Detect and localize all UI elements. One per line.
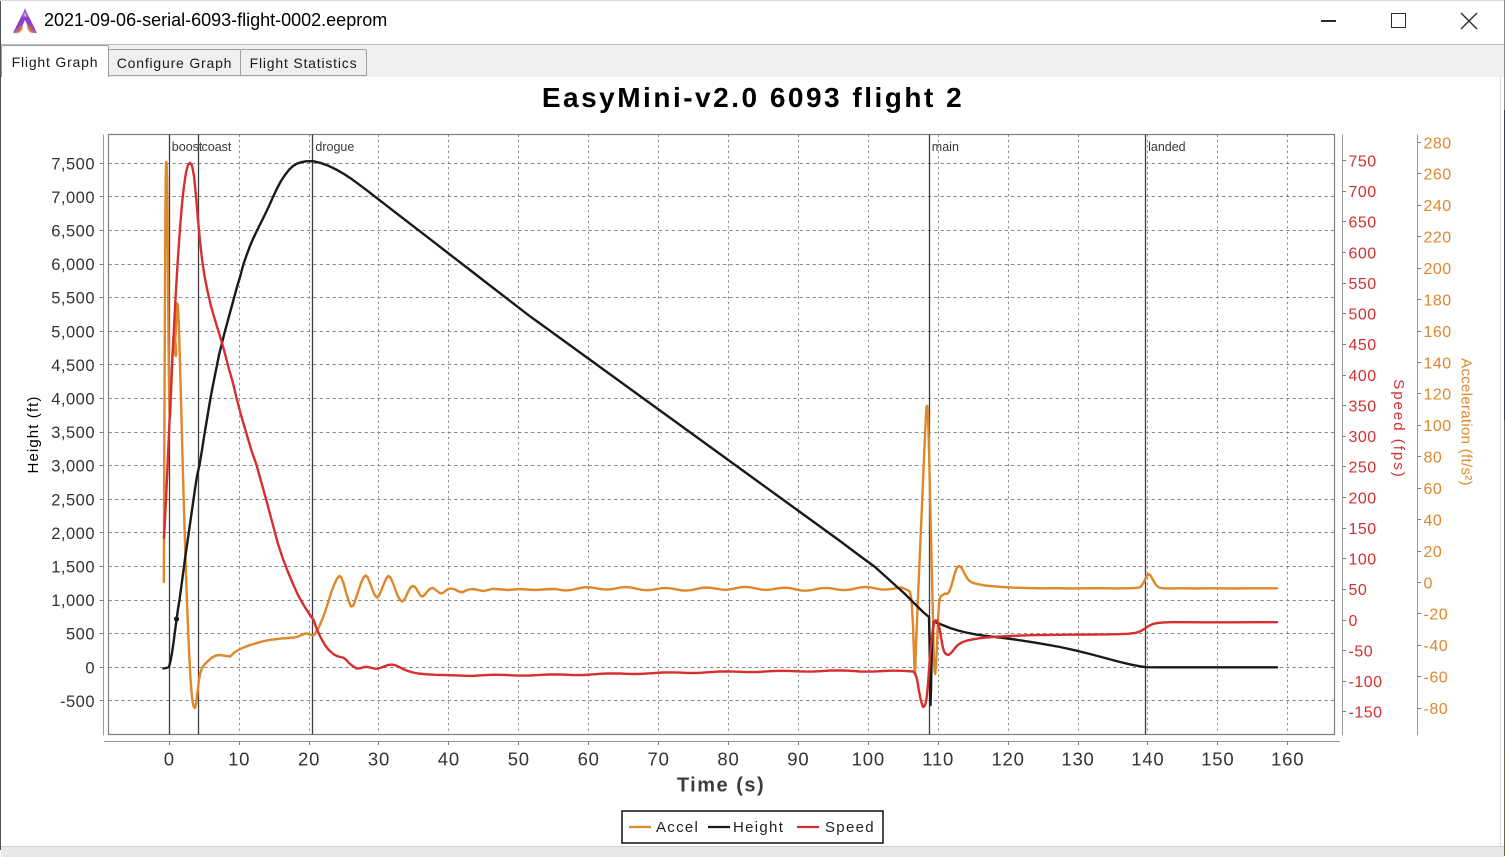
svg-text:140: 140 [1131, 749, 1164, 770]
svg-text:6,000: 6,000 [51, 256, 95, 274]
svg-text:-100: -100 [1349, 674, 1383, 691]
svg-text:500: 500 [66, 626, 95, 644]
svg-text:1,500: 1,500 [51, 559, 95, 577]
svg-text:650: 650 [1349, 215, 1377, 232]
svg-text:30: 30 [368, 749, 390, 770]
svg-text:Time (s): Time (s) [677, 775, 765, 797]
svg-text:70: 70 [648, 749, 670, 770]
svg-text:main: main [932, 140, 959, 154]
svg-text:90: 90 [787, 749, 809, 770]
svg-text:landed: landed [1148, 140, 1186, 154]
svg-text:0: 0 [85, 659, 95, 677]
svg-text:4,500: 4,500 [51, 357, 95, 375]
svg-text:Speed (fps): Speed (fps) [1390, 379, 1407, 479]
svg-text:7,000: 7,000 [51, 189, 95, 207]
svg-text:100: 100 [852, 749, 885, 770]
svg-text:0: 0 [1349, 613, 1358, 630]
svg-text:-60: -60 [1424, 670, 1449, 687]
svg-text:120: 120 [1424, 387, 1452, 404]
svg-text:60: 60 [1424, 481, 1443, 498]
svg-text:350: 350 [1349, 399, 1377, 416]
svg-text:7,500: 7,500 [51, 155, 95, 173]
svg-text:20: 20 [1424, 544, 1443, 561]
svg-text:Accel: Accel [656, 819, 699, 836]
svg-text:240: 240 [1424, 198, 1452, 215]
svg-text:-20: -20 [1424, 607, 1449, 624]
svg-text:4,000: 4,000 [51, 391, 95, 409]
svg-text:110: 110 [922, 749, 954, 770]
svg-text:750: 750 [1349, 154, 1377, 171]
svg-text:40: 40 [438, 749, 460, 770]
svg-text:120: 120 [991, 749, 1024, 770]
svg-text:drogue: drogue [315, 140, 354, 154]
svg-text:280: 280 [1424, 135, 1452, 152]
svg-text:150: 150 [1201, 749, 1234, 770]
svg-text:450: 450 [1349, 337, 1377, 354]
svg-text:250: 250 [1349, 460, 1377, 477]
svg-text:160: 160 [1271, 749, 1304, 770]
svg-text:2,500: 2,500 [51, 491, 95, 509]
svg-text:0: 0 [164, 749, 175, 770]
svg-text:-150: -150 [1349, 705, 1383, 722]
svg-text:140: 140 [1424, 355, 1452, 372]
svg-text:260: 260 [1424, 167, 1452, 184]
svg-text:6,500: 6,500 [51, 223, 95, 241]
svg-text:boost: boost [172, 140, 203, 154]
svg-text:Speed: Speed [825, 819, 875, 836]
svg-text:-80: -80 [1424, 701, 1449, 718]
svg-text:5,000: 5,000 [51, 323, 95, 341]
svg-text:550: 550 [1349, 276, 1377, 293]
svg-text:80: 80 [1424, 450, 1443, 467]
svg-text:60: 60 [578, 749, 600, 770]
svg-text:180: 180 [1424, 292, 1452, 309]
svg-text:160: 160 [1424, 324, 1452, 341]
svg-text:200: 200 [1349, 490, 1377, 507]
svg-text:3,000: 3,000 [51, 458, 95, 476]
svg-text:500: 500 [1349, 307, 1377, 324]
svg-text:10: 10 [228, 749, 250, 770]
svg-text:50: 50 [1349, 582, 1368, 599]
svg-text:2,000: 2,000 [51, 525, 95, 543]
svg-text:40: 40 [1424, 512, 1443, 529]
svg-text:200: 200 [1424, 261, 1452, 278]
svg-text:5,500: 5,500 [51, 290, 95, 308]
svg-text:coast: coast [202, 140, 232, 154]
svg-text:Acceleration (ft/s²): Acceleration (ft/s²) [1458, 358, 1475, 486]
svg-text:50: 50 [508, 749, 530, 770]
svg-text:1,000: 1,000 [51, 592, 95, 610]
svg-text:-500: -500 [60, 693, 95, 711]
svg-text:20: 20 [298, 749, 320, 770]
svg-text:Height (ft): Height (ft) [25, 396, 42, 474]
svg-text:220: 220 [1424, 230, 1452, 247]
svg-text:100: 100 [1349, 552, 1377, 569]
svg-text:-50: -50 [1349, 643, 1374, 660]
svg-text:80: 80 [717, 749, 739, 770]
svg-text:700: 700 [1349, 184, 1377, 201]
svg-text:300: 300 [1349, 429, 1377, 446]
svg-text:150: 150 [1349, 521, 1377, 538]
svg-text:0: 0 [1424, 575, 1433, 592]
svg-text:600: 600 [1349, 245, 1377, 262]
svg-text:EasyMini-v2.0 6093 flight 2: EasyMini-v2.0 6093 flight 2 [542, 82, 964, 113]
svg-text:100: 100 [1424, 418, 1452, 435]
svg-text:400: 400 [1349, 368, 1377, 385]
svg-text:3,500: 3,500 [51, 424, 95, 442]
svg-text:Height: Height [733, 819, 784, 836]
svg-text:130: 130 [1061, 749, 1094, 770]
svg-text:-40: -40 [1424, 638, 1449, 655]
